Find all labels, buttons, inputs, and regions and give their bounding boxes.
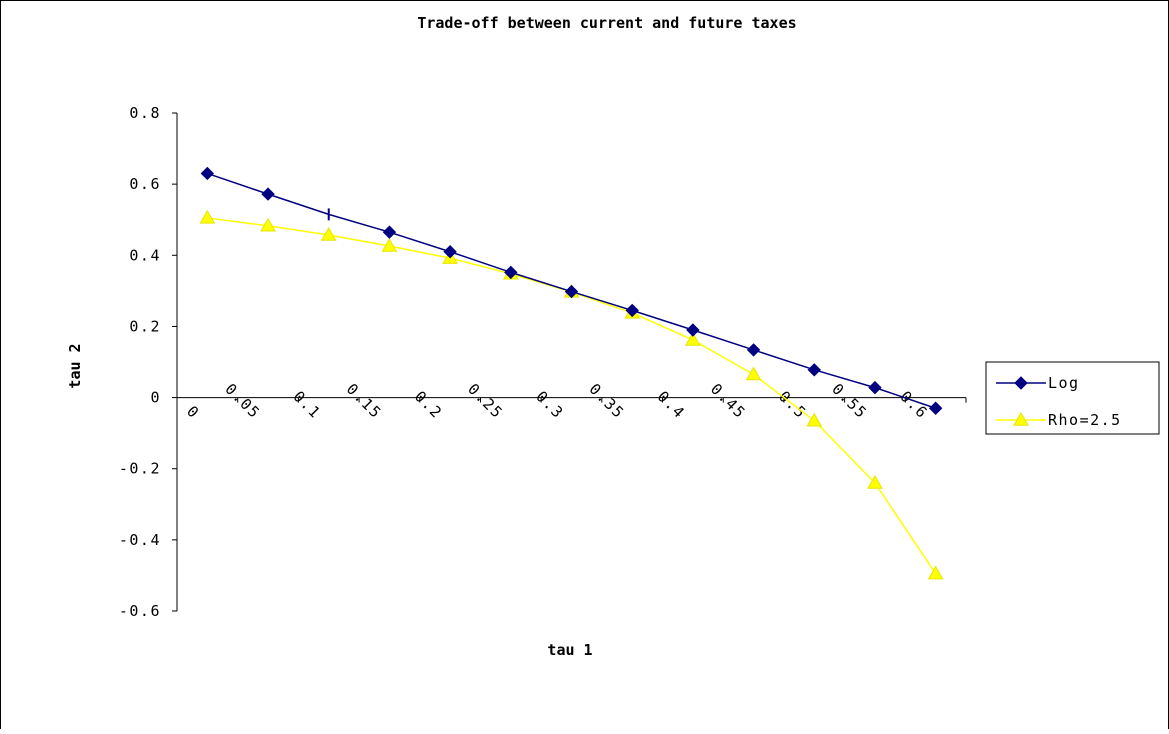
- diamond-marker: [564, 284, 579, 299]
- y-tick-label: -0.4: [119, 531, 161, 549]
- y-tick-label: 0.8: [129, 104, 161, 122]
- triangle-marker: [260, 217, 276, 232]
- triangle-marker: [745, 366, 762, 381]
- diamond-marker: [625, 303, 639, 318]
- series-0: [200, 166, 943, 415]
- triangle-marker: [927, 565, 944, 580]
- legend-label: Log: [1048, 374, 1080, 392]
- x-axis-label: tau 1: [547, 641, 592, 659]
- y-tick-label: 0.6: [129, 175, 161, 193]
- chart-title: Trade-off between current and future tax…: [417, 14, 796, 32]
- y-tick-label: 0: [150, 389, 161, 407]
- plot-group: [199, 166, 944, 580]
- diamond-marker: [1014, 376, 1028, 390]
- legend-box: [985, 361, 1160, 435]
- diamond-marker: [686, 323, 700, 337]
- diamond-marker: [382, 225, 397, 239]
- y-tick-label: 0.4: [129, 246, 161, 264]
- diamond-marker: [504, 265, 518, 280]
- legend-label: Rho=2.5: [1048, 411, 1122, 429]
- y-axis-label: tau 2: [66, 343, 84, 388]
- diamond-marker: [443, 245, 457, 259]
- triangle-marker: [685, 331, 701, 346]
- diamond-marker: [928, 401, 943, 415]
- triangle-marker: [1013, 411, 1029, 426]
- triangle-marker: [867, 474, 883, 489]
- y-tick-label: 0.2: [129, 317, 161, 335]
- diamond-marker: [200, 166, 215, 181]
- y-tick-label: -0.2: [119, 460, 161, 478]
- triangle-marker: [199, 209, 216, 224]
- triangle-marker: [320, 227, 337, 241]
- y-tick-label: -0.6: [119, 602, 161, 620]
- diamond-marker: [807, 363, 821, 377]
- diamond-marker: [261, 187, 275, 201]
- legend: Log Rho=2.5: [985, 361, 1160, 435]
- diamond-marker: [746, 343, 761, 357]
- diamond-marker: [868, 380, 882, 395]
- triangle-marker: [806, 412, 823, 427]
- triangle-marker: [381, 238, 398, 252]
